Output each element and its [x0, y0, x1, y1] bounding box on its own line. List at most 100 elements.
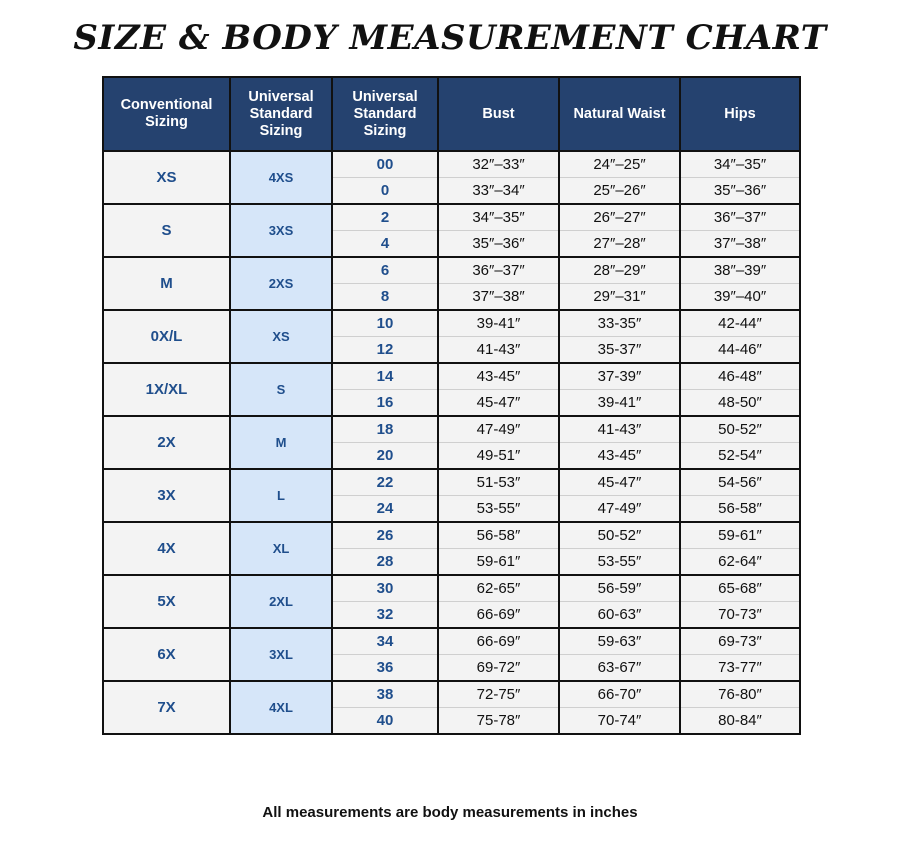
natural-waist-cell: 26″–27″ [559, 204, 680, 231]
bust-cell: 49-51″ [438, 443, 559, 470]
header-universal-standard-sizing: Universal Standard Sizing [230, 77, 332, 151]
size-number-cell: 0 [332, 178, 438, 205]
bust-cell: 36″–37″ [438, 257, 559, 284]
hips-cell: 38″–39″ [680, 257, 800, 284]
bust-cell: 33″–34″ [438, 178, 559, 205]
size-chart-table: Conventional Sizing Universal Standard S… [102, 76, 801, 735]
footnote: All measurements are body measurements i… [0, 804, 900, 821]
bust-cell: 66-69″ [438, 628, 559, 655]
bust-cell: 43-45″ [438, 363, 559, 390]
bust-cell: 45-47″ [438, 390, 559, 417]
size-number-cell: 00 [332, 151, 438, 178]
hips-cell: 48-50″ [680, 390, 800, 417]
hips-cell: 54-56″ [680, 469, 800, 496]
hips-cell: 34″–35″ [680, 151, 800, 178]
page-title: SIZE & BODY MEASUREMENT CHART [0, 18, 900, 58]
size-number-cell: 20 [332, 443, 438, 470]
bust-cell: 59-61″ [438, 549, 559, 576]
table-row: 0X/L XS 10 39-41″ 33-35″ 42-44″ [103, 310, 800, 337]
universal-size-cell: M [230, 416, 332, 469]
size-number-cell: 38 [332, 681, 438, 708]
hips-cell: 69-73″ [680, 628, 800, 655]
universal-size-cell: XS [230, 310, 332, 363]
size-number-cell: 36 [332, 655, 438, 682]
conventional-size-cell: 1X/XL [103, 363, 230, 416]
conventional-size-cell: M [103, 257, 230, 310]
bust-cell: 62-65″ [438, 575, 559, 602]
table-row: 2X M 18 47-49″ 41-43″ 50-52″ [103, 416, 800, 443]
universal-size-cell: 4XL [230, 681, 332, 734]
chart-body: XS 4XS 00 32″–33″ 24″–25″ 34″–35″ 0 33″–34″ 25″–… [103, 151, 800, 734]
natural-waist-cell: 35-37″ [559, 337, 680, 364]
size-number-cell: 2 [332, 204, 438, 231]
natural-waist-cell: 63-67″ [559, 655, 680, 682]
hips-cell: 42-44″ [680, 310, 800, 337]
size-number-cell: 24 [332, 496, 438, 523]
natural-waist-cell: 28″–29″ [559, 257, 680, 284]
conventional-size-cell: 2X [103, 416, 230, 469]
natural-waist-cell: 59-63″ [559, 628, 680, 655]
table-row: 4X XL 26 56-58″ 50-52″ 59-61″ [103, 522, 800, 549]
hips-cell: 76-80″ [680, 681, 800, 708]
natural-waist-cell: 27″–28″ [559, 231, 680, 258]
natural-waist-cell: 60-63″ [559, 602, 680, 629]
bust-cell: 53-55″ [438, 496, 559, 523]
natural-waist-cell: 41-43″ [559, 416, 680, 443]
bust-cell: 39-41″ [438, 310, 559, 337]
size-number-cell: 30 [332, 575, 438, 602]
universal-size-cell: 2XS [230, 257, 332, 310]
size-number-cell: 34 [332, 628, 438, 655]
natural-waist-cell: 66-70″ [559, 681, 680, 708]
conventional-size-cell: 6X [103, 628, 230, 681]
hips-cell: 56-58″ [680, 496, 800, 523]
hips-cell: 62-64″ [680, 549, 800, 576]
size-number-cell: 14 [332, 363, 438, 390]
size-number-cell: 32 [332, 602, 438, 629]
hips-cell: 39″–40″ [680, 284, 800, 311]
size-number-cell: 6 [332, 257, 438, 284]
size-number-cell: 8 [332, 284, 438, 311]
natural-waist-cell: 43-45″ [559, 443, 680, 470]
conventional-size-cell: 5X [103, 575, 230, 628]
universal-size-cell: 3XS [230, 204, 332, 257]
hips-cell: 70-73″ [680, 602, 800, 629]
table-row: M 2XS 6 36″–37″ 28″–29″ 38″–39″ [103, 257, 800, 284]
natural-waist-cell: 45-47″ [559, 469, 680, 496]
conventional-size-cell: 0X/L [103, 310, 230, 363]
size-number-cell: 18 [332, 416, 438, 443]
bust-cell: 35″–36″ [438, 231, 559, 258]
size-number-cell: 16 [332, 390, 438, 417]
natural-waist-cell: 33-35″ [559, 310, 680, 337]
universal-size-cell: 3XL [230, 628, 332, 681]
natural-waist-cell: 25″–26″ [559, 178, 680, 205]
natural-waist-cell: 70-74″ [559, 708, 680, 735]
bust-cell: 32″–33″ [438, 151, 559, 178]
hips-cell: 36″–37″ [680, 204, 800, 231]
size-number-cell: 26 [332, 522, 438, 549]
universal-size-cell: 2XL [230, 575, 332, 628]
size-number-cell: 22 [332, 469, 438, 496]
bust-cell: 37″–38″ [438, 284, 559, 311]
hips-cell: 35″–36″ [680, 178, 800, 205]
hips-cell: 52-54″ [680, 443, 800, 470]
hips-cell: 65-68″ [680, 575, 800, 602]
hips-cell: 59-61″ [680, 522, 800, 549]
hips-cell: 46-48″ [680, 363, 800, 390]
bust-cell: 75-78″ [438, 708, 559, 735]
size-number-cell: 12 [332, 337, 438, 364]
table-row: 1X/XL S 14 43-45″ 37-39″ 46-48″ [103, 363, 800, 390]
universal-size-cell: L [230, 469, 332, 522]
table-row: XS 4XS 00 32″–33″ 24″–25″ 34″–35″ [103, 151, 800, 178]
header-hips: Hips [680, 77, 800, 151]
table-row: 5X 2XL 30 62-65″ 56-59″ 65-68″ [103, 575, 800, 602]
header-conventional-sizing: Conventional Sizing [103, 77, 230, 151]
bust-cell: 41-43″ [438, 337, 559, 364]
table-row: 6X 3XL 34 66-69″ 59-63″ 69-73″ [103, 628, 800, 655]
conventional-size-cell: 3X [103, 469, 230, 522]
natural-waist-cell: 39-41″ [559, 390, 680, 417]
universal-size-cell: S [230, 363, 332, 416]
size-number-cell: 28 [332, 549, 438, 576]
hips-cell: 73-77″ [680, 655, 800, 682]
bust-cell: 34″–35″ [438, 204, 559, 231]
natural-waist-cell: 56-59″ [559, 575, 680, 602]
